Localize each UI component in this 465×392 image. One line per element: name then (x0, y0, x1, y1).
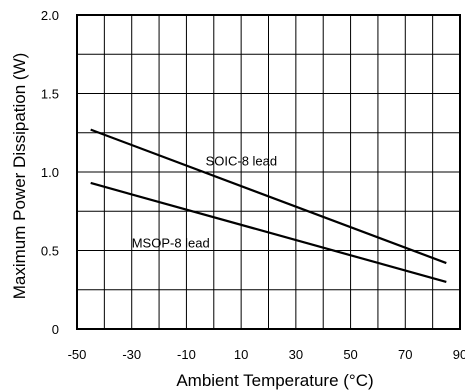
series-labels: SOIC-8 lead MSOP-8 lead (132, 154, 277, 251)
x-tick-label: 70 (398, 347, 412, 362)
series-lines (90, 128, 447, 283)
x-tick-label: -10 (177, 347, 196, 362)
y-tick-labels: 0 0.5 1.0 1.5 2.0 (41, 8, 59, 337)
grid-lines (77, 15, 460, 329)
plot-frame (76, 14, 461, 330)
series-label-soic-8: SOIC-8 lead (206, 154, 278, 169)
x-axis-label: Ambient Temperature (°C) (176, 371, 373, 390)
y-tick-label: 1.0 (41, 165, 59, 180)
y-axis-label: Maximum Power Dissipation (W) (10, 53, 29, 300)
series-line-0 (90, 128, 447, 265)
x-tick-labels: -50 -30 -10 10 30 50 70 90 (68, 347, 465, 362)
x-tick-label: 10 (234, 347, 248, 362)
y-tick-label: 2.0 (41, 8, 59, 23)
series-line-1 (90, 181, 447, 283)
y-tick-label: 0 (52, 322, 59, 337)
x-tick-label: 90 (453, 347, 465, 362)
series-label-msop-8: MSOP-8 lead (132, 235, 210, 250)
x-tick-label: 30 (289, 347, 303, 362)
x-tick-label: -30 (122, 347, 141, 362)
y-tick-label: 1.5 (41, 87, 59, 102)
x-tick-label: -50 (68, 347, 87, 362)
y-tick-label: 0.5 (41, 244, 59, 259)
x-tick-label: 50 (343, 347, 357, 362)
